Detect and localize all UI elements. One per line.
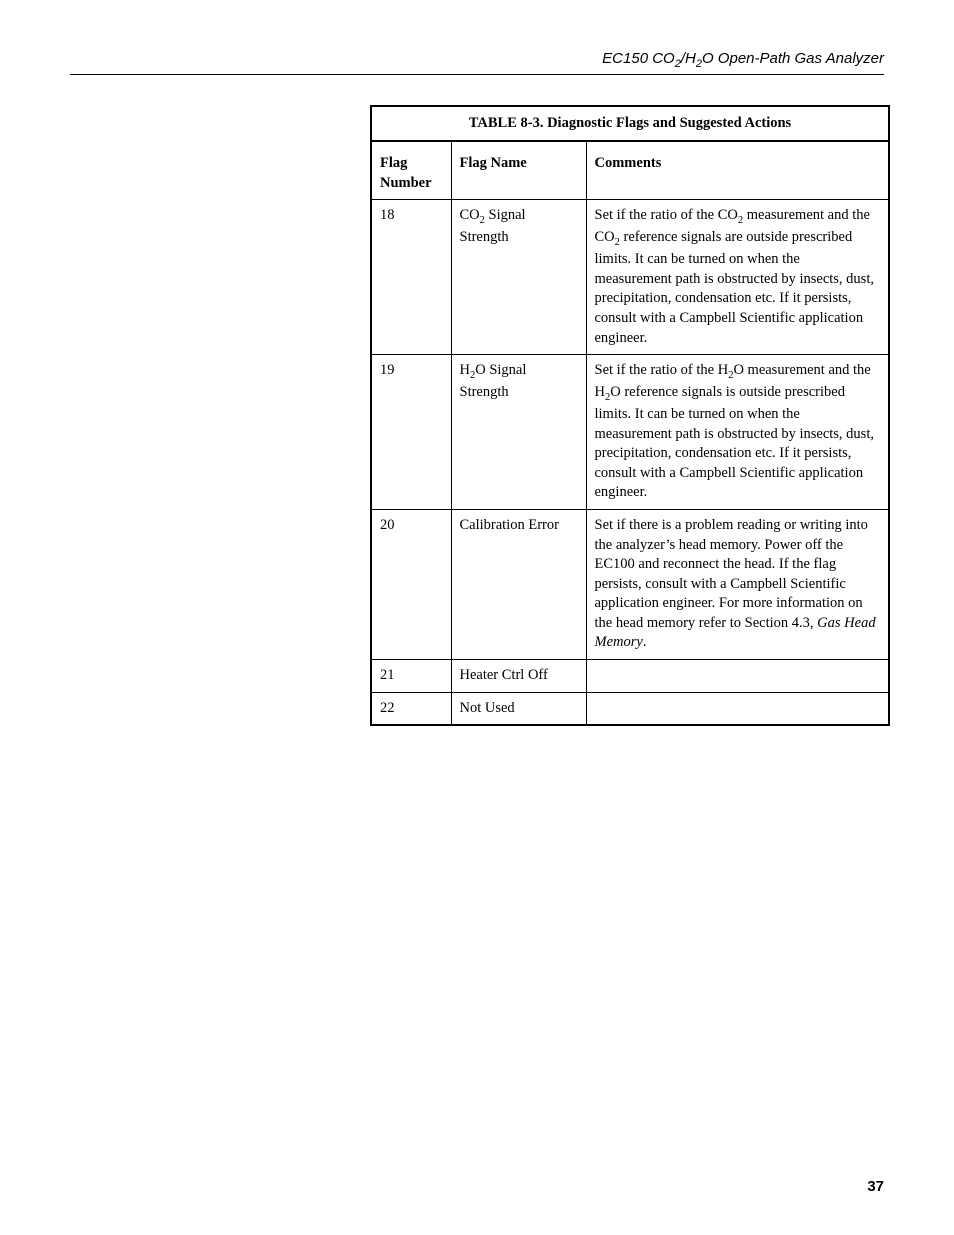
col-header-flag-number: FlagNumber bbox=[371, 141, 451, 200]
table-container: TABLE 8-3. Diagnostic Flags and Suggeste… bbox=[370, 105, 890, 726]
cell-flag-name: Calibration Error bbox=[451, 510, 586, 660]
cell-comments bbox=[586, 692, 889, 725]
cell-flag-name: Not Used bbox=[451, 692, 586, 725]
table-row: 22 Not Used bbox=[371, 692, 889, 725]
cell-flag-number: 18 bbox=[371, 200, 451, 355]
cell-flag-number: 19 bbox=[371, 355, 451, 510]
table-caption: TABLE 8-3. Diagnostic Flags and Suggeste… bbox=[370, 105, 890, 140]
col-header-flag-name: Flag Name bbox=[451, 141, 586, 200]
page: EC150 CO2/H2O Open-Path Gas Analyzer TAB… bbox=[0, 0, 954, 1235]
cell-comments: Set if the ratio of the H2O measurement … bbox=[586, 355, 889, 510]
cell-flag-number: 20 bbox=[371, 510, 451, 660]
header-title: EC150 CO2/H2O Open-Path Gas Analyzer bbox=[602, 50, 884, 67]
cell-flag-number: 21 bbox=[371, 659, 451, 692]
table-row: 20 Calibration Error Set if there is a p… bbox=[371, 510, 889, 660]
col-header-comments: Comments bbox=[586, 141, 889, 200]
page-number: 37 bbox=[867, 1178, 884, 1195]
table-row: 19 H2O Signal Strength Set if the ratio … bbox=[371, 355, 889, 510]
cell-flag-name: H2O Signal Strength bbox=[451, 355, 586, 510]
cell-flag-name: CO2 Signal Strength bbox=[451, 200, 586, 355]
cell-comments: Set if there is a problem reading or wri… bbox=[586, 510, 889, 660]
cell-comments: Set if the ratio of the CO2 measurement … bbox=[586, 200, 889, 355]
table-row: 21 Heater Ctrl Off bbox=[371, 659, 889, 692]
diagnostic-flags-table: TABLE 8-3. Diagnostic Flags and Suggeste… bbox=[370, 105, 890, 726]
cell-comments bbox=[586, 659, 889, 692]
table-body: 18 CO2 Signal Strength Set if the ratio … bbox=[371, 200, 889, 725]
page-header: EC150 CO2/H2O Open-Path Gas Analyzer bbox=[70, 50, 884, 75]
cell-flag-name: Heater Ctrl Off bbox=[451, 659, 586, 692]
table-header-row: FlagNumber Flag Name Comments bbox=[371, 141, 889, 200]
table-row: 18 CO2 Signal Strength Set if the ratio … bbox=[371, 200, 889, 355]
cell-flag-number: 22 bbox=[371, 692, 451, 725]
